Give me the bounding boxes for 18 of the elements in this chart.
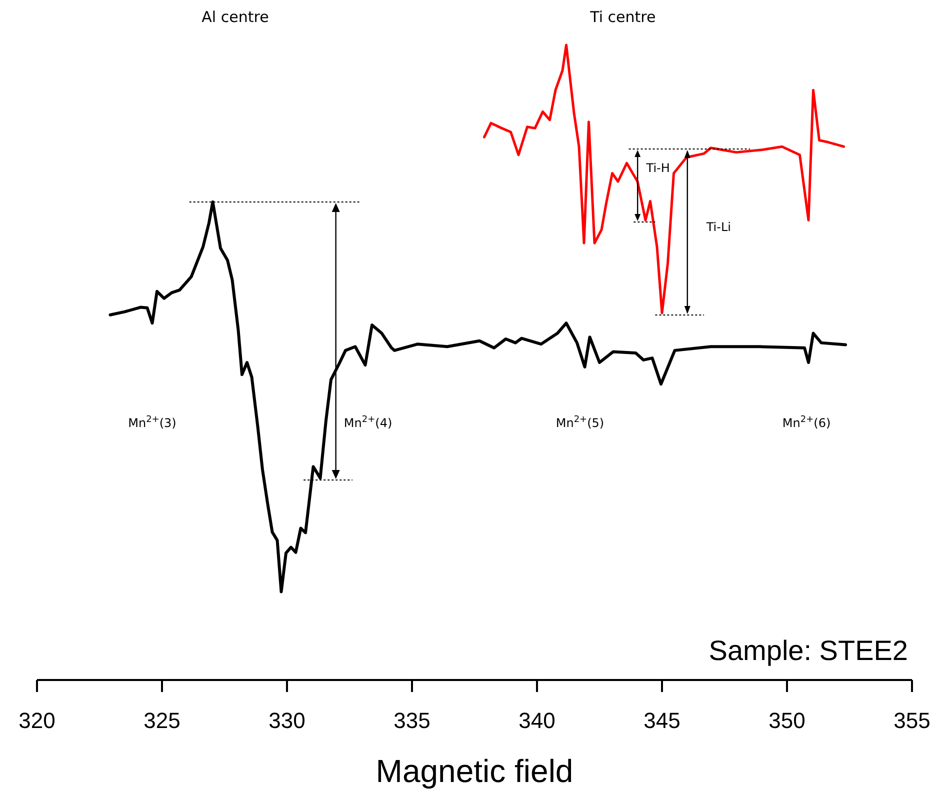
x-tick-label: 330	[268, 708, 306, 733]
annotation: Mn$^{2+}$(4)	[344, 415, 392, 430]
annotation: Ti-H	[645, 161, 670, 175]
annotation: Mn$^{2+}$(6)	[782, 415, 831, 430]
x-tick-label: 325	[144, 708, 180, 733]
x-axis-title: Magnetic field	[376, 753, 574, 789]
annotation: Mn$^{2+}$(5)	[556, 415, 604, 430]
x-tick-label: 320	[18, 708, 56, 733]
annotation: Mn$^{2+}$(3)	[128, 415, 176, 430]
x-tick-label: 345	[644, 708, 680, 733]
text: Ti centre	[589, 8, 656, 26]
x-tick-label: 350	[768, 708, 806, 733]
x-tick-label: 340	[518, 708, 556, 733]
x-tick-label: 335	[394, 708, 430, 733]
annotation: Ti-Li	[705, 220, 731, 234]
text: Al centre	[202, 8, 269, 26]
annotation: Sample: STEE2	[708, 635, 908, 666]
x-tick-label: 355	[894, 708, 930, 733]
